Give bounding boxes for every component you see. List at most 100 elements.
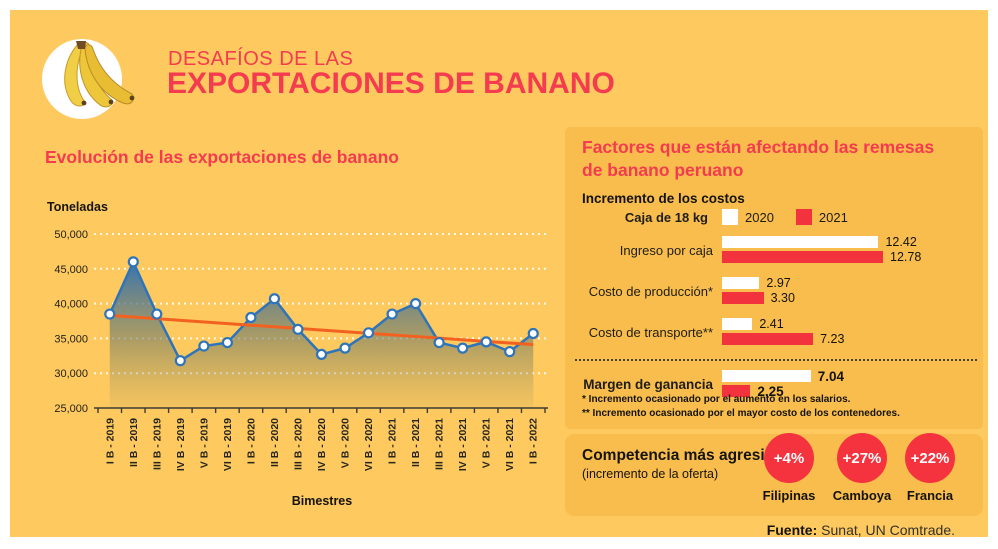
legend-swatch-2020 bbox=[722, 209, 738, 225]
bar-category-label: Margen de ganancia bbox=[583, 376, 713, 392]
factors-title: Factores que están afectando las remesas… bbox=[582, 136, 974, 182]
y-tick-label: 40,000 bbox=[54, 299, 88, 311]
x-tick-label: I B - 2022 bbox=[528, 418, 540, 464]
bar-row-2020: 2.97 bbox=[722, 276, 795, 290]
footnote-2: ** Incremento ocasionado por el mayor co… bbox=[582, 407, 900, 419]
data-point-marker bbox=[480, 336, 492, 348]
bar-value-label: 2.97 bbox=[766, 276, 791, 290]
bar-value-label: 2.41 bbox=[759, 317, 784, 331]
bar-row-2021: 3.30 bbox=[722, 291, 795, 305]
bar-2021 bbox=[722, 251, 884, 263]
y-tick-label: 25,000 bbox=[54, 403, 88, 415]
data-point-marker bbox=[151, 308, 163, 320]
data-point-marker bbox=[504, 346, 516, 358]
orange-canvas: DESAFÍOS DE LAS EXPORTACIONES DE BANANO … bbox=[10, 10, 988, 538]
bar-2021 bbox=[722, 333, 814, 345]
line-chart-title: Evolución de las exportaciones de banano bbox=[45, 147, 399, 167]
legend-swatch-2021 bbox=[795, 209, 812, 225]
x-tick-label: IV B - 2019 bbox=[175, 418, 187, 471]
legend-label-2021: 2021 bbox=[818, 209, 848, 225]
data-point-marker bbox=[457, 342, 469, 354]
competition-item: +27% Camboya bbox=[817, 433, 907, 503]
bar-row-2020: 2.41 bbox=[722, 317, 844, 331]
data-point-marker bbox=[292, 323, 304, 335]
percentage-badge: +4% bbox=[764, 433, 814, 483]
x-tick-label: I B - 2021 bbox=[387, 418, 399, 464]
country-label: Camboya bbox=[832, 488, 892, 503]
x-tick-label: IV B - 2020 bbox=[316, 418, 328, 471]
percentage-badge: +22% bbox=[905, 433, 955, 483]
bar-2020 bbox=[722, 236, 879, 248]
factors-title-line2: de banano peruano bbox=[582, 159, 744, 180]
data-point-marker bbox=[386, 308, 398, 320]
data-point-marker bbox=[221, 336, 233, 349]
factors-title-line1: Factores que están afectando las remesas bbox=[582, 137, 935, 157]
bar-chart: Ingreso por caja 12.42 12.78 Costo de produ… bbox=[575, 235, 977, 411]
area-fill bbox=[109, 261, 534, 408]
y-axis-title: Toneladas bbox=[47, 200, 108, 214]
competition-item: +22% Francia bbox=[885, 433, 975, 503]
x-axis-title: Bimestres bbox=[292, 494, 352, 508]
x-tick-label: VI B - 2019 bbox=[222, 418, 234, 471]
data-point-marker bbox=[339, 342, 351, 354]
x-tick-label: IV B - 2021 bbox=[457, 418, 469, 471]
data-point-marker bbox=[362, 327, 375, 339]
bar-pair: 2.41 7.23 bbox=[722, 317, 845, 348]
bar-2021 bbox=[722, 292, 764, 304]
bananas-icon bbox=[42, 39, 135, 119]
bar-pair: 2.97 3.30 bbox=[722, 276, 795, 307]
bar-row-2021: 12.78 bbox=[722, 250, 922, 264]
source-label: Fuente: bbox=[766, 522, 818, 538]
bar-category-label: Ingreso por caja bbox=[619, 242, 713, 258]
y-tick-label: 45,000 bbox=[54, 264, 88, 276]
data-point-marker bbox=[315, 348, 328, 361]
y-tick-label: 35,000 bbox=[54, 333, 88, 345]
x-tick-label: I B - 2020 bbox=[245, 418, 257, 464]
data-point-marker bbox=[527, 327, 539, 340]
source-note: Fuente: Sunat, UN Comtrade. bbox=[767, 522, 955, 538]
bar-value-label: 12.42 bbox=[885, 235, 917, 249]
bar-value-label: 2.25 bbox=[757, 383, 784, 399]
footnote-1: * Incremento ocasionado por el aumento e… bbox=[582, 394, 851, 405]
data-point-marker bbox=[245, 311, 257, 324]
x-tick-label: II B - 2021 bbox=[410, 418, 422, 467]
bar-pair: 7.04 2.25 bbox=[722, 369, 844, 400]
bar-group: Costo de transporte** 2.41 7.23 bbox=[575, 317, 977, 348]
country-label: Francia bbox=[906, 488, 954, 503]
x-tick-label: VI B - 2021 bbox=[504, 418, 516, 471]
x-tick-label: II B - 2020 bbox=[269, 418, 281, 467]
bar-pair: 12.42 12.78 bbox=[722, 235, 922, 266]
data-point-marker bbox=[104, 308, 116, 320]
bar-group: Costo de producción* 2.97 3.30 bbox=[575, 276, 977, 307]
bar-row-2020: 12.42 bbox=[722, 235, 921, 249]
data-point-marker bbox=[127, 256, 139, 268]
x-tick-label: VI B - 2020 bbox=[363, 418, 375, 471]
bar-2020 bbox=[722, 318, 753, 330]
bar-chart-title: Incremento de los costos bbox=[582, 191, 745, 206]
dotted-separator bbox=[575, 359, 977, 361]
percentage-badge: +27% bbox=[837, 433, 887, 483]
x-tick-label: III B - 2020 bbox=[292, 418, 304, 470]
header-subtitle: DESAFÍOS DE LAS bbox=[168, 48, 354, 70]
footnotes: * Incremento ocasionado por el aumento e… bbox=[582, 393, 900, 420]
bar-2020 bbox=[722, 370, 811, 382]
x-tick-label: II B - 2019 bbox=[128, 418, 140, 467]
bar-value-label: 7.23 bbox=[820, 332, 845, 346]
data-point-marker bbox=[198, 340, 210, 352]
y-tick-label: 50,000 bbox=[54, 229, 88, 241]
data-point-marker bbox=[174, 355, 186, 367]
x-tick-label: III B - 2019 bbox=[151, 418, 163, 470]
bar-2020 bbox=[722, 277, 760, 289]
bar-row-2021: 2.25 bbox=[722, 383, 844, 399]
bar-category-label: Costo de transporte** bbox=[588, 324, 713, 340]
data-point-marker bbox=[268, 293, 281, 305]
bar-chart-legend: Caja de 18 kg 2020 2021 bbox=[582, 209, 848, 225]
bar-row-2020: 7.04 bbox=[722, 369, 844, 384]
trend-line bbox=[109, 313, 534, 347]
source-text: Sunat, UN Comtrade. bbox=[821, 522, 955, 538]
x-tick-label: III B - 2021 bbox=[434, 418, 446, 470]
legend-title: Caja de 18 kg bbox=[624, 209, 708, 225]
bar-value-label: 12.78 bbox=[890, 250, 922, 264]
data-point-marker bbox=[433, 336, 445, 349]
